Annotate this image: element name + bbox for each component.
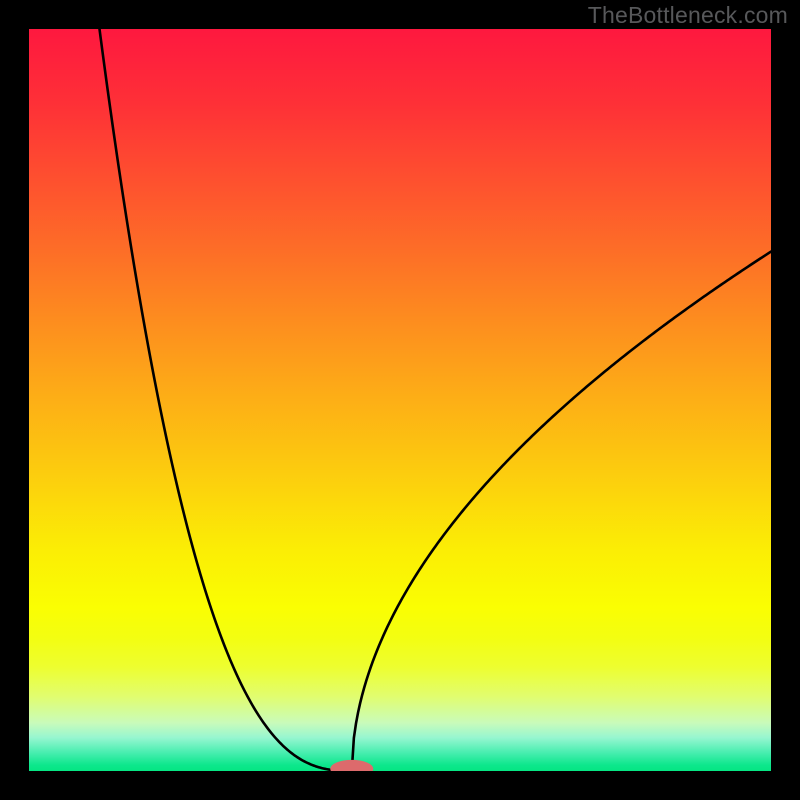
- bottleneck-curve-chart: [0, 0, 800, 800]
- chart-container: { "watermark": { "text": "TheBottleneck.…: [0, 0, 800, 800]
- watermark-text: TheBottleneck.com: [588, 2, 788, 29]
- plot-gradient-background: [29, 29, 771, 771]
